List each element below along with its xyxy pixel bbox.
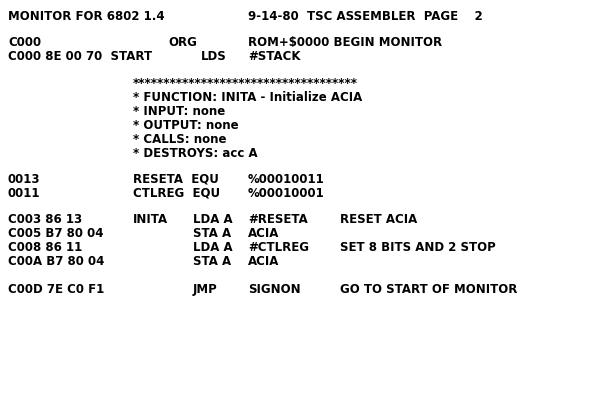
Text: %00010011: %00010011 <box>248 173 325 186</box>
Text: C008 86 11: C008 86 11 <box>8 241 82 254</box>
Text: #STACK: #STACK <box>248 50 301 63</box>
Text: * OUTPUT: none: * OUTPUT: none <box>133 119 239 132</box>
Text: CTLREG  EQU: CTLREG EQU <box>133 187 220 200</box>
Text: 0011: 0011 <box>8 187 40 200</box>
Text: MONITOR FOR 6802 1.4: MONITOR FOR 6802 1.4 <box>8 10 165 23</box>
Text: * INPUT: none: * INPUT: none <box>133 105 225 118</box>
Text: 0013: 0013 <box>8 173 40 186</box>
Text: ************************************: ************************************ <box>133 77 358 90</box>
Text: RESETA  EQU: RESETA EQU <box>133 173 219 186</box>
Text: * FUNCTION: INITA - Initialize ACIA: * FUNCTION: INITA - Initialize ACIA <box>133 91 362 104</box>
Text: STA A: STA A <box>193 255 231 268</box>
Text: ACIA: ACIA <box>248 255 279 268</box>
Text: %00010001: %00010001 <box>248 187 325 200</box>
Text: * CALLS: none: * CALLS: none <box>133 133 226 146</box>
Text: ORG: ORG <box>168 36 197 49</box>
Text: SIGNON: SIGNON <box>248 283 301 296</box>
Text: 9-14-80  TSC ASSEMBLER  PAGE    2: 9-14-80 TSC ASSEMBLER PAGE 2 <box>248 10 483 23</box>
Text: LDA A: LDA A <box>193 213 233 226</box>
Text: JMP: JMP <box>193 283 218 296</box>
Text: C00D 7E C0 F1: C00D 7E C0 F1 <box>8 283 105 296</box>
Text: C000 8E 00 70  START: C000 8E 00 70 START <box>8 50 152 63</box>
Text: STA A: STA A <box>193 227 231 240</box>
Text: RESET ACIA: RESET ACIA <box>340 213 417 226</box>
Text: LDS: LDS <box>201 50 227 63</box>
Text: LDA A: LDA A <box>193 241 233 254</box>
Text: #RESETA: #RESETA <box>248 213 308 226</box>
Text: C00A B7 80 04: C00A B7 80 04 <box>8 255 105 268</box>
Text: INITA: INITA <box>133 213 168 226</box>
Text: C000: C000 <box>8 36 41 49</box>
Text: C005 B7 80 04: C005 B7 80 04 <box>8 227 103 240</box>
Text: ACIA: ACIA <box>248 227 279 240</box>
Text: * DESTROYS: acc A: * DESTROYS: acc A <box>133 147 258 160</box>
Text: C003 86 13: C003 86 13 <box>8 213 82 226</box>
Text: #CTLREG: #CTLREG <box>248 241 309 254</box>
Text: GO TO START OF MONITOR: GO TO START OF MONITOR <box>340 283 517 296</box>
Text: ROM+$0000 BEGIN MONITOR: ROM+$0000 BEGIN MONITOR <box>248 36 442 49</box>
Text: SET 8 BITS AND 2 STOP: SET 8 BITS AND 2 STOP <box>340 241 496 254</box>
